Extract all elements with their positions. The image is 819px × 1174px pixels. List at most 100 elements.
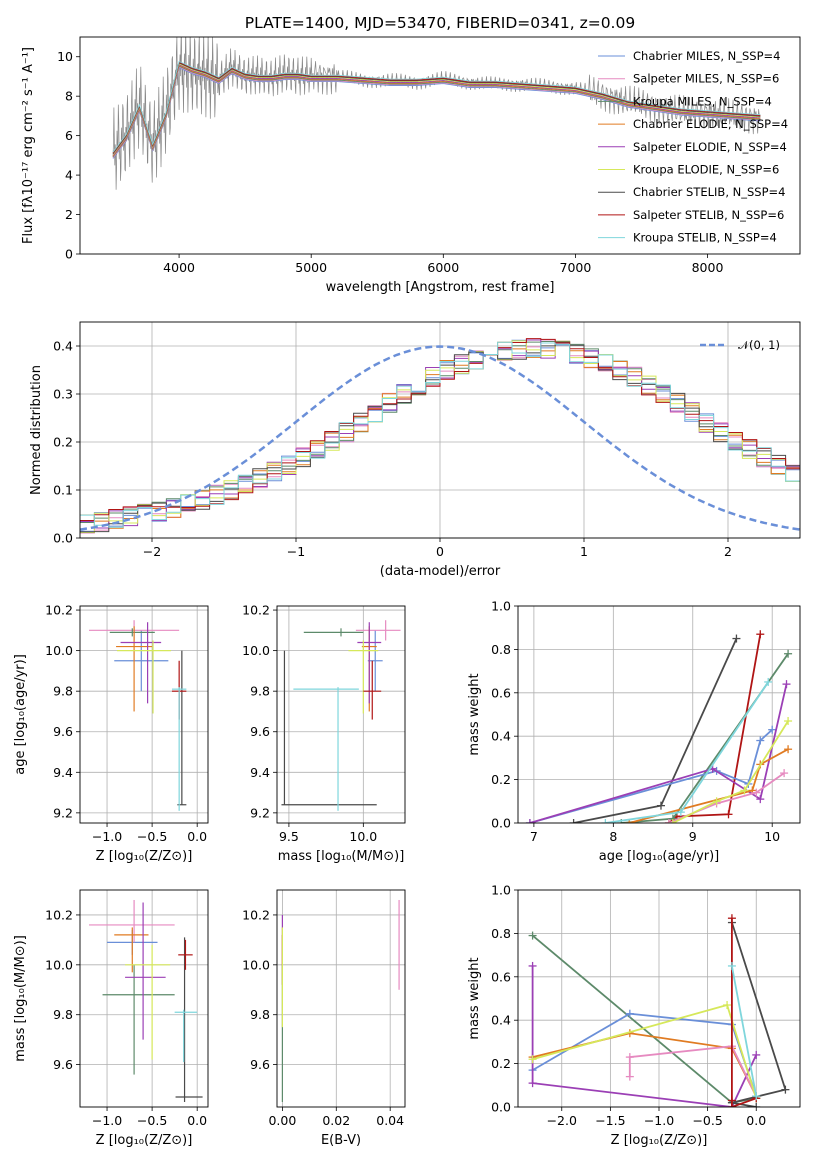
series-marker <box>656 801 665 810</box>
y-tick-label: 9.2 <box>53 805 73 820</box>
y-tick-label: 10.2 <box>45 603 73 618</box>
axes-frame <box>79 889 209 1108</box>
y-tick-label: 10.0 <box>45 957 73 972</box>
histogram-series <box>80 341 800 528</box>
y-tick-label: 0.8 <box>491 642 511 657</box>
y-tick-label: 2 <box>65 207 73 222</box>
y-tick-label: 9.8 <box>53 1007 73 1022</box>
axes-frame <box>79 605 209 824</box>
gridlines <box>518 889 800 1108</box>
y-tick-label: 0.8 <box>491 926 511 941</box>
data-point <box>174 1009 198 1063</box>
legend-label: Kroupa ELODIE, N_SSP=6 <box>633 163 779 177</box>
series-marker <box>727 1103 736 1107</box>
series-marker <box>569 819 578 823</box>
data-point <box>303 628 364 637</box>
normal-curve <box>80 345 800 531</box>
legend-label: Kroupa MILES, N_SSP=4 <box>633 94 772 108</box>
y-tick-label: 1.0 <box>491 599 511 614</box>
y-tick-label: 0.0 <box>491 816 511 831</box>
axes-frame <box>79 36 801 255</box>
data-point <box>348 640 379 714</box>
x-tick-label: 7 <box>530 829 538 844</box>
series-line <box>731 922 787 1107</box>
x-tick-label: 0.0 <box>187 829 207 844</box>
data-spectrum <box>112 37 760 190</box>
data-point <box>120 622 162 704</box>
legend-label: Kroupa STELIB, N_SSP=4 <box>633 231 777 245</box>
series-marker <box>528 1055 537 1064</box>
y-tick-label: 9.4 <box>250 765 270 780</box>
axes-frame <box>517 889 801 1108</box>
panel-3: 9.5 10.0 9.2 9.4 9.6 9.8 10.0 10.2 mass [log₁₀(M… <box>242 603 406 864</box>
y-tick-label: 0.2 <box>53 435 73 450</box>
x-tick-label: 10.0 <box>349 829 377 844</box>
legend-label: Chabrier MILES, N_SSP=4 <box>633 49 780 63</box>
x-tick-label: 7000 <box>560 260 592 275</box>
x-axis-label: E(B-V) <box>321 1133 361 1148</box>
plot-area <box>281 620 401 811</box>
x-axis-label: age [log₁₀(age/yr)] <box>599 849 720 864</box>
x-tick-label: 8 <box>609 829 617 844</box>
data-point <box>102 964 175 1075</box>
y-tick-label: 9.8 <box>53 684 73 699</box>
series-marker <box>528 961 537 970</box>
y-tick-label: 10.0 <box>242 957 270 972</box>
y-axis-label: mass [log₁₀(M/M⊙)] <box>13 935 28 1062</box>
data-point <box>293 687 359 811</box>
y-tick-label: 1.0 <box>491 883 511 898</box>
data-point <box>125 902 166 1040</box>
model-spectrum <box>112 66 761 158</box>
y-tick-label: 0.2 <box>491 1056 511 1071</box>
x-tick-label: −1.0 <box>92 829 122 844</box>
axes-frame <box>276 605 406 824</box>
series-marker <box>780 769 789 778</box>
data-point <box>357 622 382 704</box>
axes-frame <box>276 889 406 1108</box>
series-marker <box>752 1050 761 1059</box>
gridlines <box>277 606 405 823</box>
x-tick-label: −0.5 <box>692 1113 722 1128</box>
y-axis-label: mass weight <box>467 957 482 1039</box>
plot-area <box>525 630 793 823</box>
chart-title: PLATE=1400, MJD=53470, FIBERID=0341, z=0… <box>245 14 635 32</box>
series-line <box>532 934 757 1104</box>
y-tick-label: 10.2 <box>242 907 270 922</box>
y-tick-label: 0.4 <box>491 729 511 744</box>
data-point <box>116 640 172 714</box>
legend: Chabrier MILES, N_SSP=4 Salpeter MILES, N… <box>598 49 788 245</box>
axes-frame <box>79 321 801 539</box>
x-tick-label: 0 <box>436 544 444 559</box>
x-tick-label: −2 <box>143 544 161 559</box>
series-marker <box>764 677 773 686</box>
series-marker <box>768 725 777 734</box>
series-line <box>672 720 789 823</box>
series-marker <box>752 1103 761 1107</box>
x-tick-label: 0.0 <box>746 1113 766 1128</box>
data-point <box>116 626 153 712</box>
y-axis-label: age [log₁₀(age/yr)] <box>13 654 28 775</box>
y-tick-label: 9.6 <box>250 724 270 739</box>
y-tick-label: 10 <box>57 49 73 64</box>
series-line <box>628 1045 758 1097</box>
series-marker <box>625 1053 634 1062</box>
x-axis-label: wavelength [Angstrom, rest frame] <box>326 280 555 295</box>
panel-0: 4000 5000 6000 7000 8000 0 2 4 6 8 10 wavelength [A… <box>21 36 801 295</box>
series-marker <box>781 1085 790 1094</box>
series-marker <box>525 819 534 823</box>
data-point <box>178 939 193 970</box>
series-marker <box>625 1009 634 1018</box>
model-spectrum <box>112 63 761 155</box>
data-point <box>355 620 401 641</box>
y-tick-label: 9.8 <box>250 1007 270 1022</box>
x-tick-label: 5000 <box>295 260 327 275</box>
series-marker <box>676 808 685 817</box>
series-line <box>731 965 758 1097</box>
plot-area <box>80 338 800 534</box>
series-line <box>531 966 758 1107</box>
x-tick-label: 0.04 <box>376 1113 404 1128</box>
series-marker <box>784 717 793 726</box>
series-marker <box>756 630 765 639</box>
y-axis-label: Normed distribution <box>29 365 44 495</box>
data-point <box>114 630 169 692</box>
